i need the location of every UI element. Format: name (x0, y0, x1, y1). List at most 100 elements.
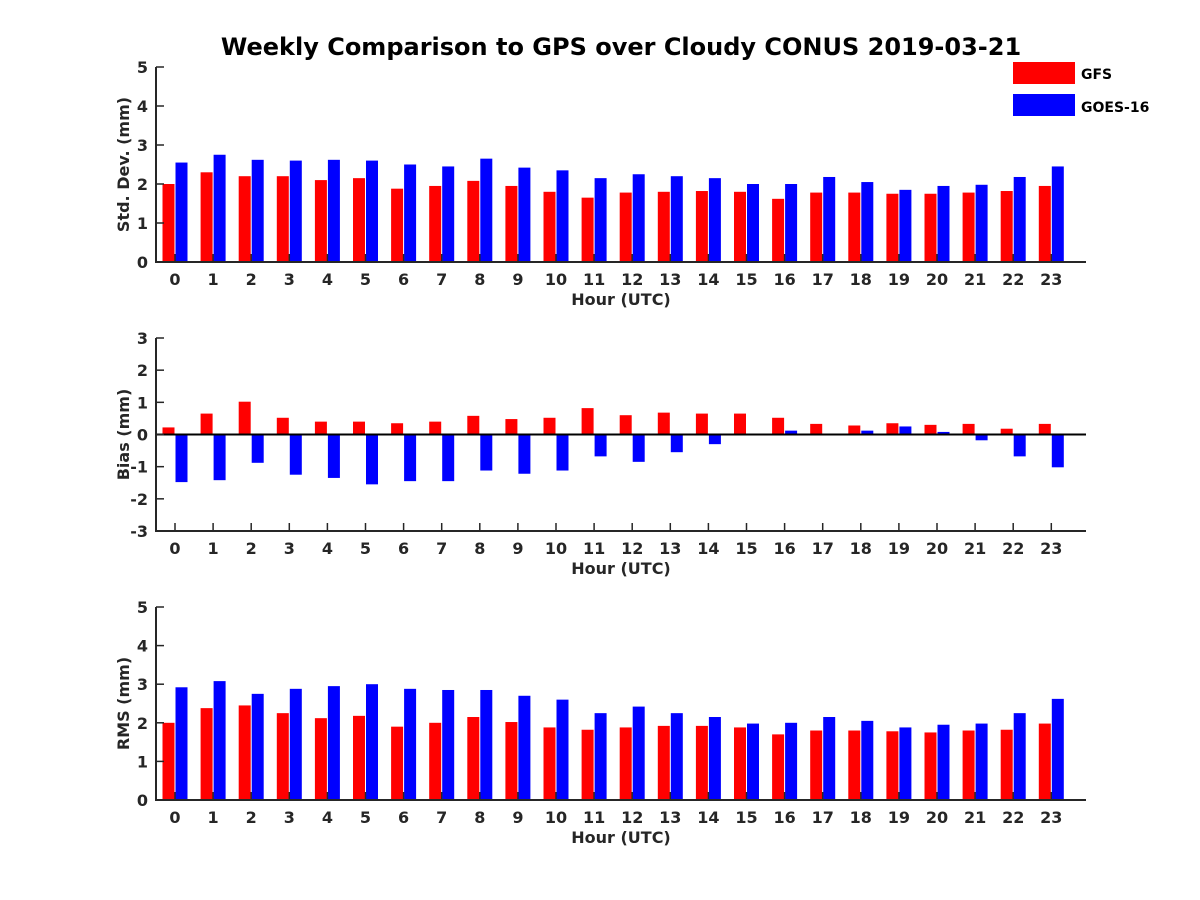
bar-gfs-hour-18 (848, 425, 861, 435)
x-tick-label: 3 (284, 808, 295, 827)
bar-goes16-hour-5 (366, 434, 378, 485)
bar-gfs-hour-12 (619, 727, 632, 800)
bar-gfs-hour-17 (810, 423, 823, 435)
bar-gfs-hour-23 (1038, 185, 1051, 262)
bar-goes16-hour-11 (594, 178, 607, 262)
y-tick-label: -3 (130, 522, 148, 541)
y-tick-label: 3 (137, 329, 148, 348)
bar-gfs-hour-21 (962, 423, 975, 435)
bar-goes16-hour-0 (175, 434, 188, 483)
bar-goes16-hour-18 (861, 182, 874, 262)
bar-goes16-hour-21 (975, 434, 988, 441)
bar-gfs-hour-20 (924, 193, 937, 262)
bar-gfs-hour-11 (581, 197, 594, 262)
legend-label-gfs: GFS (1081, 67, 1112, 83)
bar-gfs-hour-4 (314, 421, 327, 435)
bar-gfs-hour-0 (162, 184, 175, 262)
bar-goes16-hour-3 (289, 688, 302, 800)
x-tick-label: 21 (964, 270, 986, 289)
x-tick-label: 9 (512, 539, 523, 558)
bar-goes16-hour-14 (708, 434, 721, 445)
bar-gfs-hour-16 (772, 198, 785, 262)
bar-goes16-hour-13 (670, 434, 683, 453)
x-tick-label: 16 (773, 270, 795, 289)
bar-gfs-hour-22 (1000, 729, 1013, 800)
bar-gfs-hour-4 (314, 718, 327, 800)
bar-gfs-hour-21 (962, 730, 975, 800)
bar-gfs-hour-9 (505, 419, 518, 435)
x-tick-label: 20 (926, 539, 948, 558)
bar-gfs-hour-6 (391, 423, 404, 435)
bar-gfs-hour-5 (353, 178, 365, 262)
x-tick-label: 5 (360, 539, 371, 558)
x-tick-label: 7 (436, 539, 447, 558)
x-tick-label: 20 (926, 270, 948, 289)
x-tick-label: 10 (545, 808, 567, 827)
bar-goes16-hour-2 (251, 434, 264, 463)
bar-goes16-hour-22 (1013, 713, 1026, 800)
bar-goes16-hour-6 (404, 434, 417, 482)
x-tick-label: 6 (398, 539, 409, 558)
bar-gfs-hour-11 (581, 729, 594, 800)
bar-gfs-hour-23 (1038, 723, 1051, 800)
y-axis-label: Std. Dev. (mm) (114, 97, 133, 232)
bar-goes16-hour-4 (327, 159, 340, 262)
bar-gfs-hour-21 (962, 192, 975, 262)
bar-gfs-hour-9 (505, 722, 518, 800)
bar-goes16-hour-8 (480, 434, 493, 471)
bar-goes16-hour-13 (670, 713, 683, 800)
bar-goes16-hour-23 (1051, 434, 1064, 468)
bar-goes16-hour-11 (594, 713, 607, 800)
bar-gfs-hour-12 (619, 192, 632, 262)
x-tick-label: 4 (322, 808, 333, 827)
bar-goes16-hour-0 (175, 687, 188, 800)
x-tick-label: 0 (169, 539, 180, 558)
x-tick-label: 18 (850, 270, 872, 289)
bar-goes16-hour-9 (518, 695, 531, 800)
x-tick-label: 18 (850, 539, 872, 558)
bar-goes16-hour-17 (823, 717, 836, 800)
y-tick-label: 1 (137, 752, 148, 771)
y-tick-label: 5 (137, 598, 148, 617)
bar-goes16-hour-5 (366, 160, 378, 262)
bar-goes16-hour-20 (937, 724, 950, 800)
x-tick-label: 13 (659, 270, 681, 289)
x-tick-label: 4 (322, 270, 333, 289)
x-tick-label: 3 (284, 270, 295, 289)
bar-gfs-hour-3 (276, 176, 289, 262)
bar-goes16-hour-12 (632, 706, 645, 800)
y-tick-label: -2 (130, 490, 148, 509)
bar-goes16-hour-18 (861, 720, 874, 800)
bar-gfs-hour-5 (353, 715, 365, 800)
x-tick-label: 11 (583, 808, 605, 827)
x-tick-label: 23 (1040, 539, 1062, 558)
x-tick-label: 5 (360, 270, 371, 289)
bar-gfs-hour-10 (543, 417, 556, 435)
x-tick-label: 23 (1040, 808, 1062, 827)
x-tick-label: 12 (621, 808, 643, 827)
bar-goes16-hour-19 (899, 727, 912, 800)
y-axis-label: RMS (mm) (114, 657, 133, 750)
bar-gfs-hour-22 (1000, 191, 1013, 262)
bar-goes16-hour-7 (442, 689, 455, 800)
x-tick-label: 6 (398, 270, 409, 289)
bar-goes16-hour-20 (937, 185, 950, 262)
x-tick-label: 13 (659, 808, 681, 827)
x-tick-label: 4 (322, 539, 333, 558)
bar-goes16-hour-4 (327, 434, 340, 478)
x-tick-label: 16 (773, 808, 795, 827)
bar-gfs-hour-10 (543, 191, 556, 262)
bar-goes16-hour-7 (442, 434, 455, 482)
x-tick-label: 5 (360, 808, 371, 827)
y-tick-label: 4 (137, 637, 148, 656)
bar-gfs-hour-15 (734, 191, 746, 262)
bar-gfs-hour-6 (391, 726, 404, 800)
bar-goes16-hour-11 (594, 434, 607, 457)
x-tick-label: 8 (474, 539, 485, 558)
y-tick-label: 0 (137, 791, 148, 810)
y-tick-label: 1 (137, 214, 148, 233)
bar-gfs-hour-13 (657, 191, 670, 262)
bar-goes16-hour-14 (708, 178, 721, 262)
